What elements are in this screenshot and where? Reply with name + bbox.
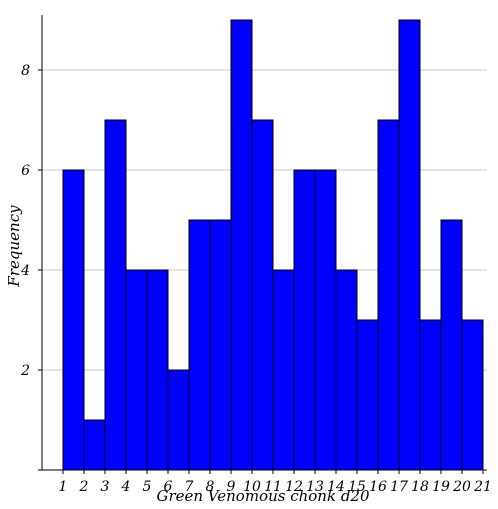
x-tick-label: 12 — [285, 479, 303, 495]
x-axis-label: Green Venomous chonk d20 — [156, 487, 369, 505]
histogram-bar — [293, 169, 316, 471]
histogram-bar — [230, 19, 253, 471]
x-tick-label: 13 — [306, 479, 324, 495]
histogram-bar — [314, 169, 337, 471]
x-tick-label: 18 — [411, 479, 429, 495]
histogram-bar — [104, 119, 127, 471]
bars — [62, 19, 484, 471]
x-tick-label: 5 — [143, 479, 152, 495]
histogram-bar — [251, 119, 274, 471]
x-tick-label: 14 — [327, 479, 345, 495]
x-tick-label: 1 — [59, 479, 68, 495]
x-tick-label: 15 — [348, 479, 366, 495]
histogram-bar — [356, 319, 379, 471]
y-tick-label: 6 — [21, 163, 30, 179]
y-tick-label: 2 — [20, 363, 30, 379]
x-tick-label: 6 — [164, 479, 173, 495]
x-tick-label: 4 — [121, 479, 131, 495]
x-ticks: 1 2 3 4 5 6 7 8 9 10 11 12 13 14 15 16 17 18 19 20 21 — [59, 470, 492, 495]
x-tick-label: 16 — [369, 479, 387, 495]
histogram-bar — [398, 19, 421, 471]
x-tick-label: 9 — [227, 479, 236, 495]
x-tick-label: 3 — [101, 479, 110, 495]
histogram-bar — [146, 269, 169, 471]
x-tick-label: 19 — [432, 479, 450, 495]
histogram-bar — [335, 269, 358, 471]
axes — [38, 15, 487, 471]
x-tick-label: 21 — [473, 479, 492, 495]
histogram-bar — [209, 219, 232, 471]
y-ticks: 2 4 6 8 — [20, 63, 42, 379]
histogram-bar — [125, 269, 148, 471]
histogram-bar — [167, 369, 190, 471]
histogram-bar — [377, 119, 400, 471]
histogram-bar — [62, 169, 85, 471]
x-tick-label: 20 — [452, 479, 471, 495]
histogram-bar — [440, 219, 463, 471]
x-tick-label: 17 — [390, 479, 408, 495]
x-tick-label: 8 — [206, 479, 215, 495]
histogram-bar — [272, 269, 295, 471]
x-tick-label: 11 — [264, 479, 282, 495]
histogram-bar — [188, 219, 211, 471]
histogram-bar — [461, 319, 484, 471]
histogram-bar — [419, 319, 442, 471]
y-tick-label: 8 — [21, 63, 30, 79]
y-axis-label: Frequency — [5, 205, 23, 288]
y-tick-label: 4 — [20, 263, 30, 279]
histogram-bar — [83, 419, 106, 471]
x-tick-label: 10 — [243, 479, 261, 495]
x-tick-label: 7 — [185, 479, 194, 495]
x-tick-label: 2 — [79, 479, 89, 495]
